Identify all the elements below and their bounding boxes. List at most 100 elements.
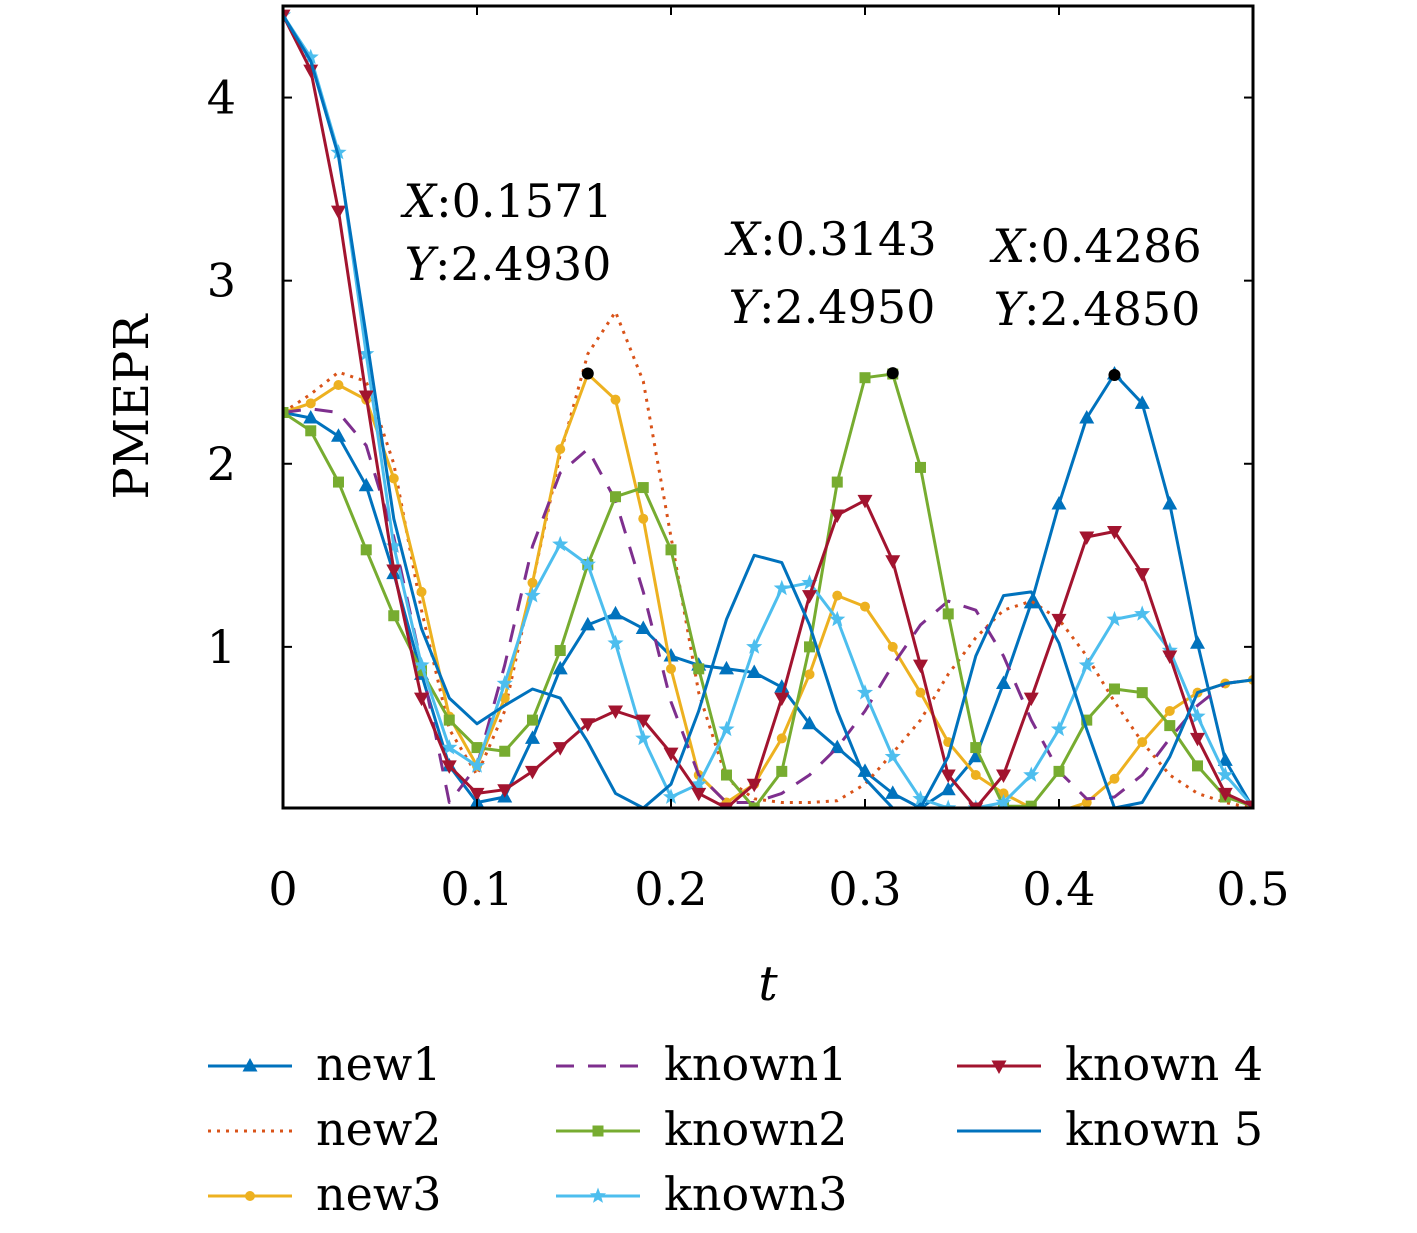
point-known-4: [303, 64, 319, 79]
point-known2: [388, 610, 400, 622]
point-known-4: [1079, 531, 1095, 546]
point-known2: [942, 608, 954, 620]
series-line-known3: [283, 14, 1253, 808]
point-known3: [1134, 605, 1151, 621]
legend-item-known2: known2: [556, 1102, 847, 1156]
point-known3: [524, 587, 541, 603]
point-new1: [1190, 635, 1206, 649]
legend-item-new1: new1: [208, 1037, 442, 1091]
point-known3: [746, 638, 763, 654]
series-layer: [283, 6, 1253, 808]
point-new1: [1134, 395, 1150, 409]
point-known-4: [802, 590, 818, 604]
point-new1: [940, 781, 956, 796]
point-new3: [1137, 737, 1148, 748]
point-new3: [610, 394, 621, 405]
point-known-4: [469, 787, 485, 802]
legend-item-known3: known3: [556, 1167, 847, 1221]
y-axis-title: PMEPR: [104, 313, 160, 500]
legend-item-new2: new2: [208, 1102, 442, 1156]
annotation-point: [581, 367, 594, 380]
point-new3: [1164, 705, 1175, 716]
point-new3: [832, 590, 843, 601]
point-new1: [802, 715, 818, 730]
point-new3: [499, 693, 510, 704]
point-new3: [970, 770, 981, 781]
point-known2: [693, 663, 705, 675]
point-known-4: [1217, 787, 1233, 802]
point-known-4: [691, 787, 707, 802]
point-known-4: [1106, 526, 1122, 540]
point-new1: [524, 730, 540, 744]
point-known-4: [1134, 568, 1150, 582]
plot-frame: [281, 4, 1255, 810]
point-known2: [499, 745, 511, 757]
point-known2: [554, 645, 566, 657]
point-known2: [804, 641, 816, 653]
point-new1: [663, 648, 679, 662]
series-known-5: [283, 14, 1253, 808]
series-new1: [283, 366, 1253, 808]
x-axis-title: t: [758, 956, 778, 1012]
point-new1: [1051, 496, 1067, 510]
point-new3: [527, 577, 538, 588]
point-known-4: [358, 390, 374, 405]
annotation-label: Y:2.4930: [405, 237, 612, 291]
point-known3: [441, 739, 458, 755]
series-line-known1: [283, 407, 1253, 804]
x-tick-label: 0: [268, 862, 297, 916]
point-known2: [1081, 714, 1093, 726]
point-known2: [970, 742, 982, 754]
point-known2: [305, 425, 317, 437]
point-known3: [552, 535, 569, 552]
point-known-4: [441, 760, 457, 774]
x-tick-label: 0.3: [828, 862, 901, 916]
point-known-4: [386, 564, 402, 578]
point-new3: [887, 641, 898, 652]
point-new3: [388, 473, 399, 484]
point-new3: [305, 398, 316, 409]
point-known2: [283, 406, 289, 418]
point-known3: [385, 537, 402, 553]
point-known2: [748, 802, 760, 808]
point-known2: [831, 476, 843, 488]
annotation-label: X:0.4286: [989, 219, 1201, 273]
point-new1: [857, 763, 873, 777]
point-known3: [1217, 766, 1234, 782]
point-known-4: [524, 765, 540, 780]
point-known-4: [829, 509, 845, 524]
annotation-label: X:0.3143: [724, 212, 936, 266]
point-known3: [1023, 766, 1040, 782]
point-known3: [607, 634, 624, 651]
legend-label-new2: new2: [316, 1102, 442, 1156]
series-known-4: [283, 9, 1253, 808]
annotation-label: Y:2.4950: [729, 280, 936, 334]
point-known3: [662, 788, 680, 804]
point-known3: [1189, 707, 1206, 724]
point-known3: [718, 720, 735, 737]
point-known2: [526, 714, 538, 726]
legend-label-known-5: known 5: [1065, 1102, 1263, 1156]
point-known-4: [497, 784, 513, 798]
annotation-point: [886, 367, 899, 380]
point-known2: [1164, 720, 1176, 732]
point-new1: [885, 785, 901, 799]
legend-marker-new3: [245, 1191, 255, 1201]
point-known-4: [1162, 650, 1178, 665]
legend-item-known-5: known 5: [957, 1102, 1263, 1156]
point-new3: [860, 601, 870, 612]
annotations: X:0.1571 Y:2.4930 X:0.3143 Y:2.4950 X:0.4286…: [400, 174, 1201, 336]
legend-item-known1: known1: [556, 1037, 847, 1091]
legend-label-new1: new1: [316, 1037, 442, 1091]
point-known-4: [608, 705, 624, 719]
point-known2: [1192, 760, 1204, 772]
point-known3: [1161, 642, 1178, 658]
point-new1: [608, 605, 624, 620]
point-known-4: [885, 555, 901, 569]
point-known2: [471, 742, 483, 754]
point-new1: [1023, 594, 1039, 609]
point-known2: [1053, 765, 1065, 777]
point-new1: [580, 616, 596, 631]
legend-label-new3: new3: [316, 1167, 442, 1221]
point-known2: [443, 714, 455, 726]
